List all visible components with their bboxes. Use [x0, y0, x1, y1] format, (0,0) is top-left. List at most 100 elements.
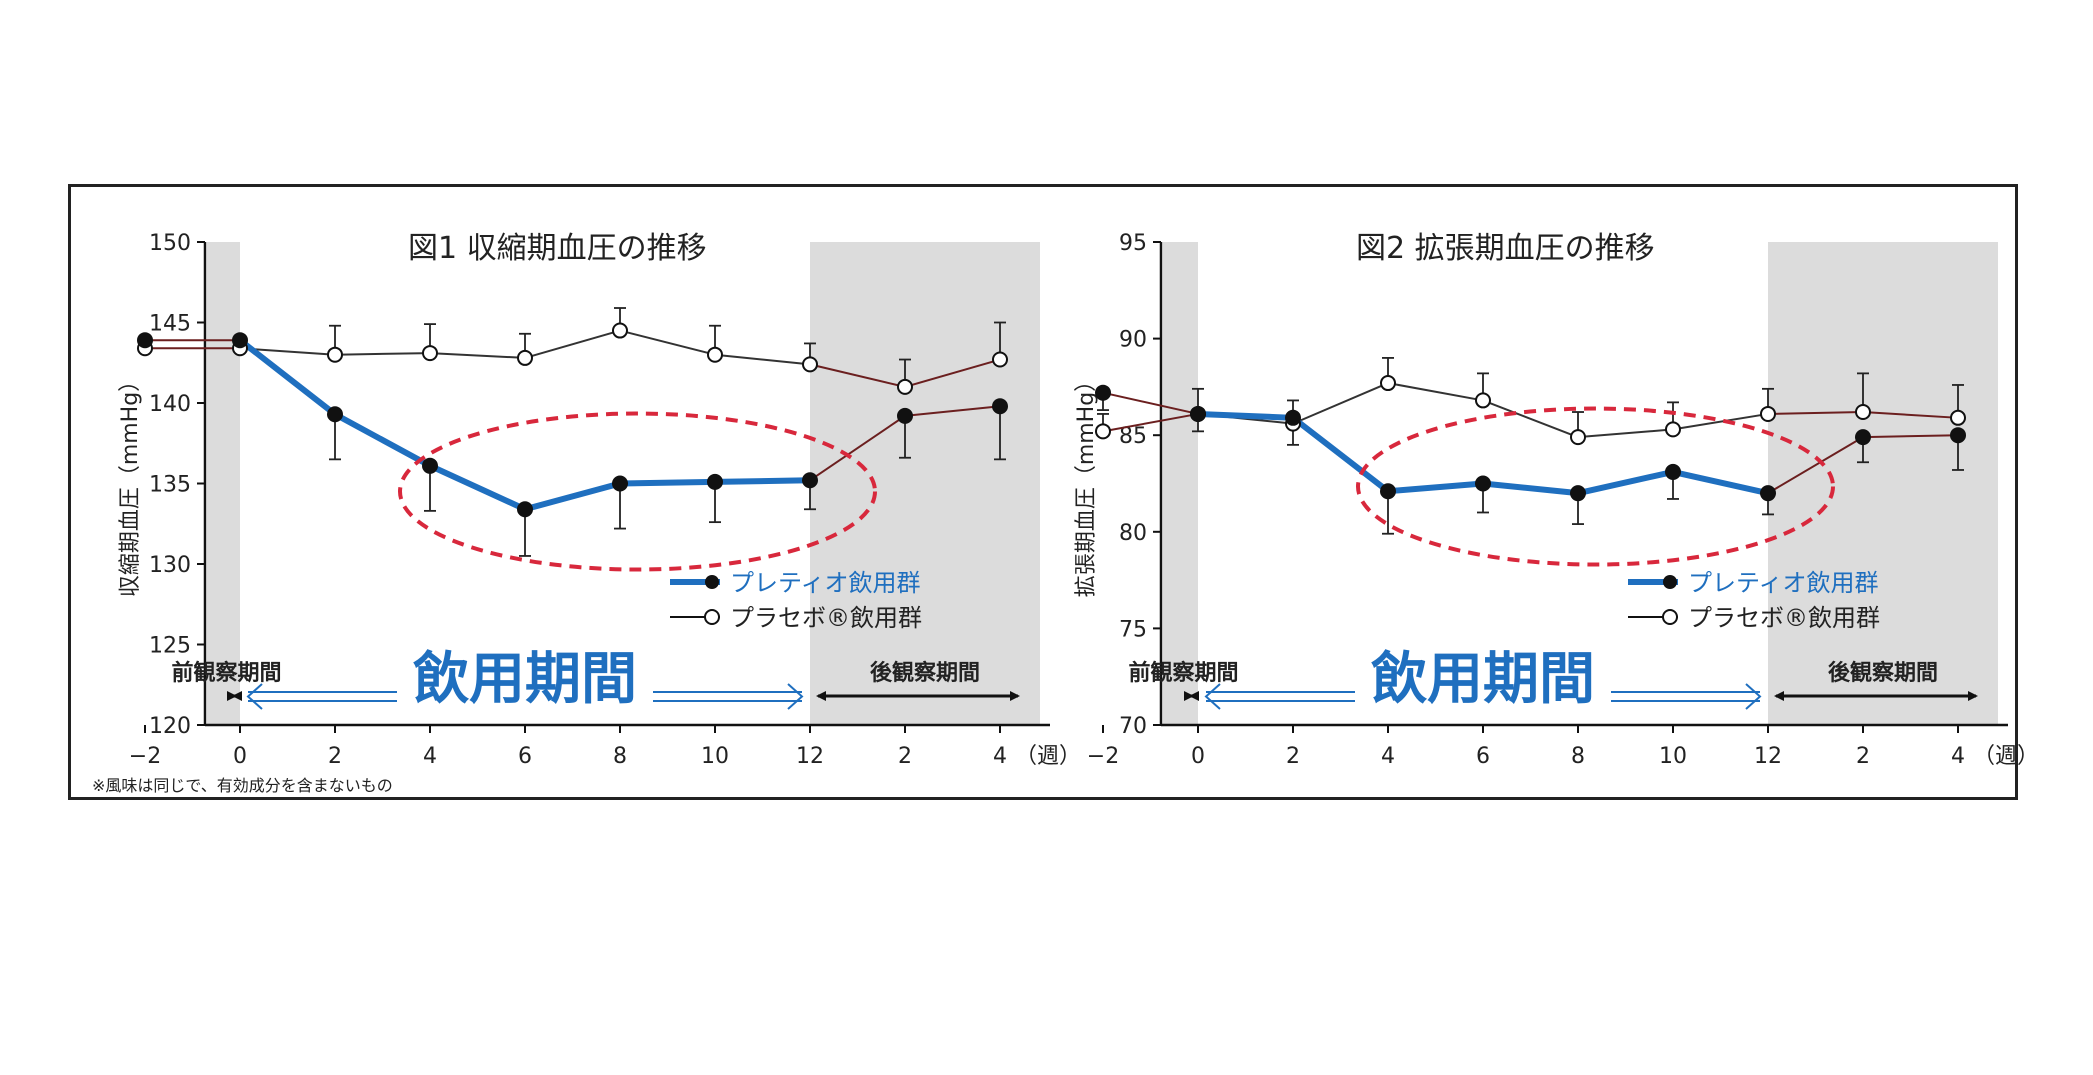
active-line-segment	[1767, 436, 1864, 495]
x-tick-label: 8	[613, 744, 627, 769]
x-tick-label: 10	[1659, 744, 1687, 769]
y-tick-label: 135	[149, 473, 191, 498]
active-point	[707, 473, 723, 490]
active-point	[517, 501, 533, 518]
y-axis-label: 拡張期血圧（mmHg）	[1074, 370, 1099, 597]
figure-frame	[68, 184, 2018, 800]
legend-active-label: プレティオ飲用群	[730, 569, 921, 597]
x-tick-label: 4	[423, 744, 437, 769]
x-tick-label: −2	[1087, 744, 1119, 769]
placebo-line-segment	[429, 352, 526, 359]
legend-active-marker	[705, 575, 719, 589]
placebo-point	[1095, 423, 1111, 440]
post-period-shade	[810, 242, 1040, 725]
placebo-point	[517, 349, 533, 366]
placebo-point	[327, 346, 343, 363]
placebo-point	[612, 322, 628, 339]
y-tick-label: 130	[149, 553, 191, 578]
placebo-line-segment	[1672, 412, 1769, 431]
treatment-period-label: 飲用期間	[1371, 647, 1595, 712]
active-line-segment	[1195, 410, 1296, 421]
active-point	[1665, 463, 1681, 480]
highlight-ellipse	[1356, 406, 1835, 567]
legend-active-marker	[1663, 575, 1677, 589]
active-point	[1380, 483, 1396, 500]
y-tick-label: 145	[149, 312, 191, 337]
legend-placebo-label: プラセボ®飲用群	[730, 604, 922, 632]
pre-period-label: 前観察期間	[1128, 660, 1238, 686]
x-tick-label: 4	[993, 744, 1007, 769]
treatment-period-label: 飲用期間	[413, 647, 637, 712]
legend-placebo-marker	[704, 609, 720, 625]
active-point	[232, 332, 248, 349]
treatment-arrow-head	[246, 683, 263, 710]
pre-period-label: 前観察期間	[171, 660, 281, 686]
x-tick-label: 6	[1476, 744, 1490, 769]
treatment-arrow-head	[787, 683, 804, 710]
x-tick-label: 8	[1571, 744, 1585, 769]
pre-period-shade	[207, 242, 240, 725]
y-tick-label: 125	[149, 634, 191, 659]
y-tick-label: 80	[1119, 521, 1147, 546]
x-tick-label: 6	[518, 744, 532, 769]
legend-placebo-marker	[1662, 609, 1678, 625]
placebo-line-segment	[1767, 411, 1864, 415]
x-tick-label: 2	[1286, 744, 1300, 769]
x-tick-label: 10	[701, 744, 729, 769]
placebo-point	[422, 345, 438, 362]
x-tick-label: 12	[796, 744, 824, 769]
y-tick-label: 95	[1119, 231, 1147, 256]
placebo-line-segment	[334, 352, 431, 356]
active-point	[1570, 485, 1586, 502]
chart-title: 図1 収縮期血圧の推移	[408, 231, 707, 266]
active-line-segment	[1862, 434, 1959, 439]
placebo-line-segment	[714, 353, 811, 366]
placebo-line-segment	[1482, 399, 1579, 439]
chart-panel-1: 120 125 130 135 140 145 150 収縮期血圧（mmHg） −2 0 2 4 6 8 1…	[118, 231, 1081, 769]
y-tick-label: 90	[1119, 328, 1147, 353]
placebo-point	[802, 356, 818, 373]
placebo-line-segment	[1102, 412, 1199, 433]
treatment-arrow-head	[1204, 683, 1221, 710]
active-point	[1950, 427, 1966, 444]
pre-period-shade	[1163, 242, 1198, 725]
active-line-segment	[427, 462, 528, 513]
y-tick-label: 70	[1119, 714, 1147, 739]
y-axis-label: 収縮期血圧（mmHg）	[118, 370, 143, 597]
active-point	[1760, 485, 1776, 502]
post-period-shade	[1768, 242, 1998, 725]
active-point	[802, 472, 818, 489]
active-line-segment	[522, 480, 623, 513]
active-point	[137, 332, 153, 349]
active-point	[1190, 405, 1206, 422]
y-tick-label: 75	[1119, 617, 1147, 642]
placebo-line-segment	[904, 358, 1001, 388]
placebo-point	[1665, 421, 1681, 438]
active-point	[1855, 429, 1871, 446]
active-point	[612, 475, 628, 492]
active-line-segment	[617, 478, 718, 487]
placebo-line-segment	[524, 329, 621, 359]
placebo-line-segment	[809, 363, 906, 388]
active-line-segment	[809, 414, 906, 482]
y-tick-label: 150	[149, 231, 191, 256]
active-line-segment	[1575, 468, 1676, 497]
active-line-segment	[1670, 468, 1771, 497]
placebo-line-segment	[1292, 382, 1389, 425]
active-point	[422, 457, 438, 474]
active-line-segment	[904, 405, 1001, 417]
placebo-point	[1570, 429, 1586, 446]
active-point	[897, 407, 913, 424]
x-unit-label: （週）	[1973, 744, 2039, 769]
x-tick-label: 2	[898, 744, 912, 769]
chart-title: 図2 拡張期血圧の推移	[1356, 231, 1655, 266]
placebo-point	[1855, 404, 1871, 421]
active-line-segment	[1480, 480, 1581, 497]
placebo-line-segment	[1387, 382, 1484, 402]
x-tick-label: −2	[129, 744, 161, 769]
post-period-label: 後観察期間	[1828, 660, 1938, 686]
legend-active-label: プレティオ飲用群	[1688, 569, 1879, 597]
active-line-segment	[332, 411, 433, 469]
